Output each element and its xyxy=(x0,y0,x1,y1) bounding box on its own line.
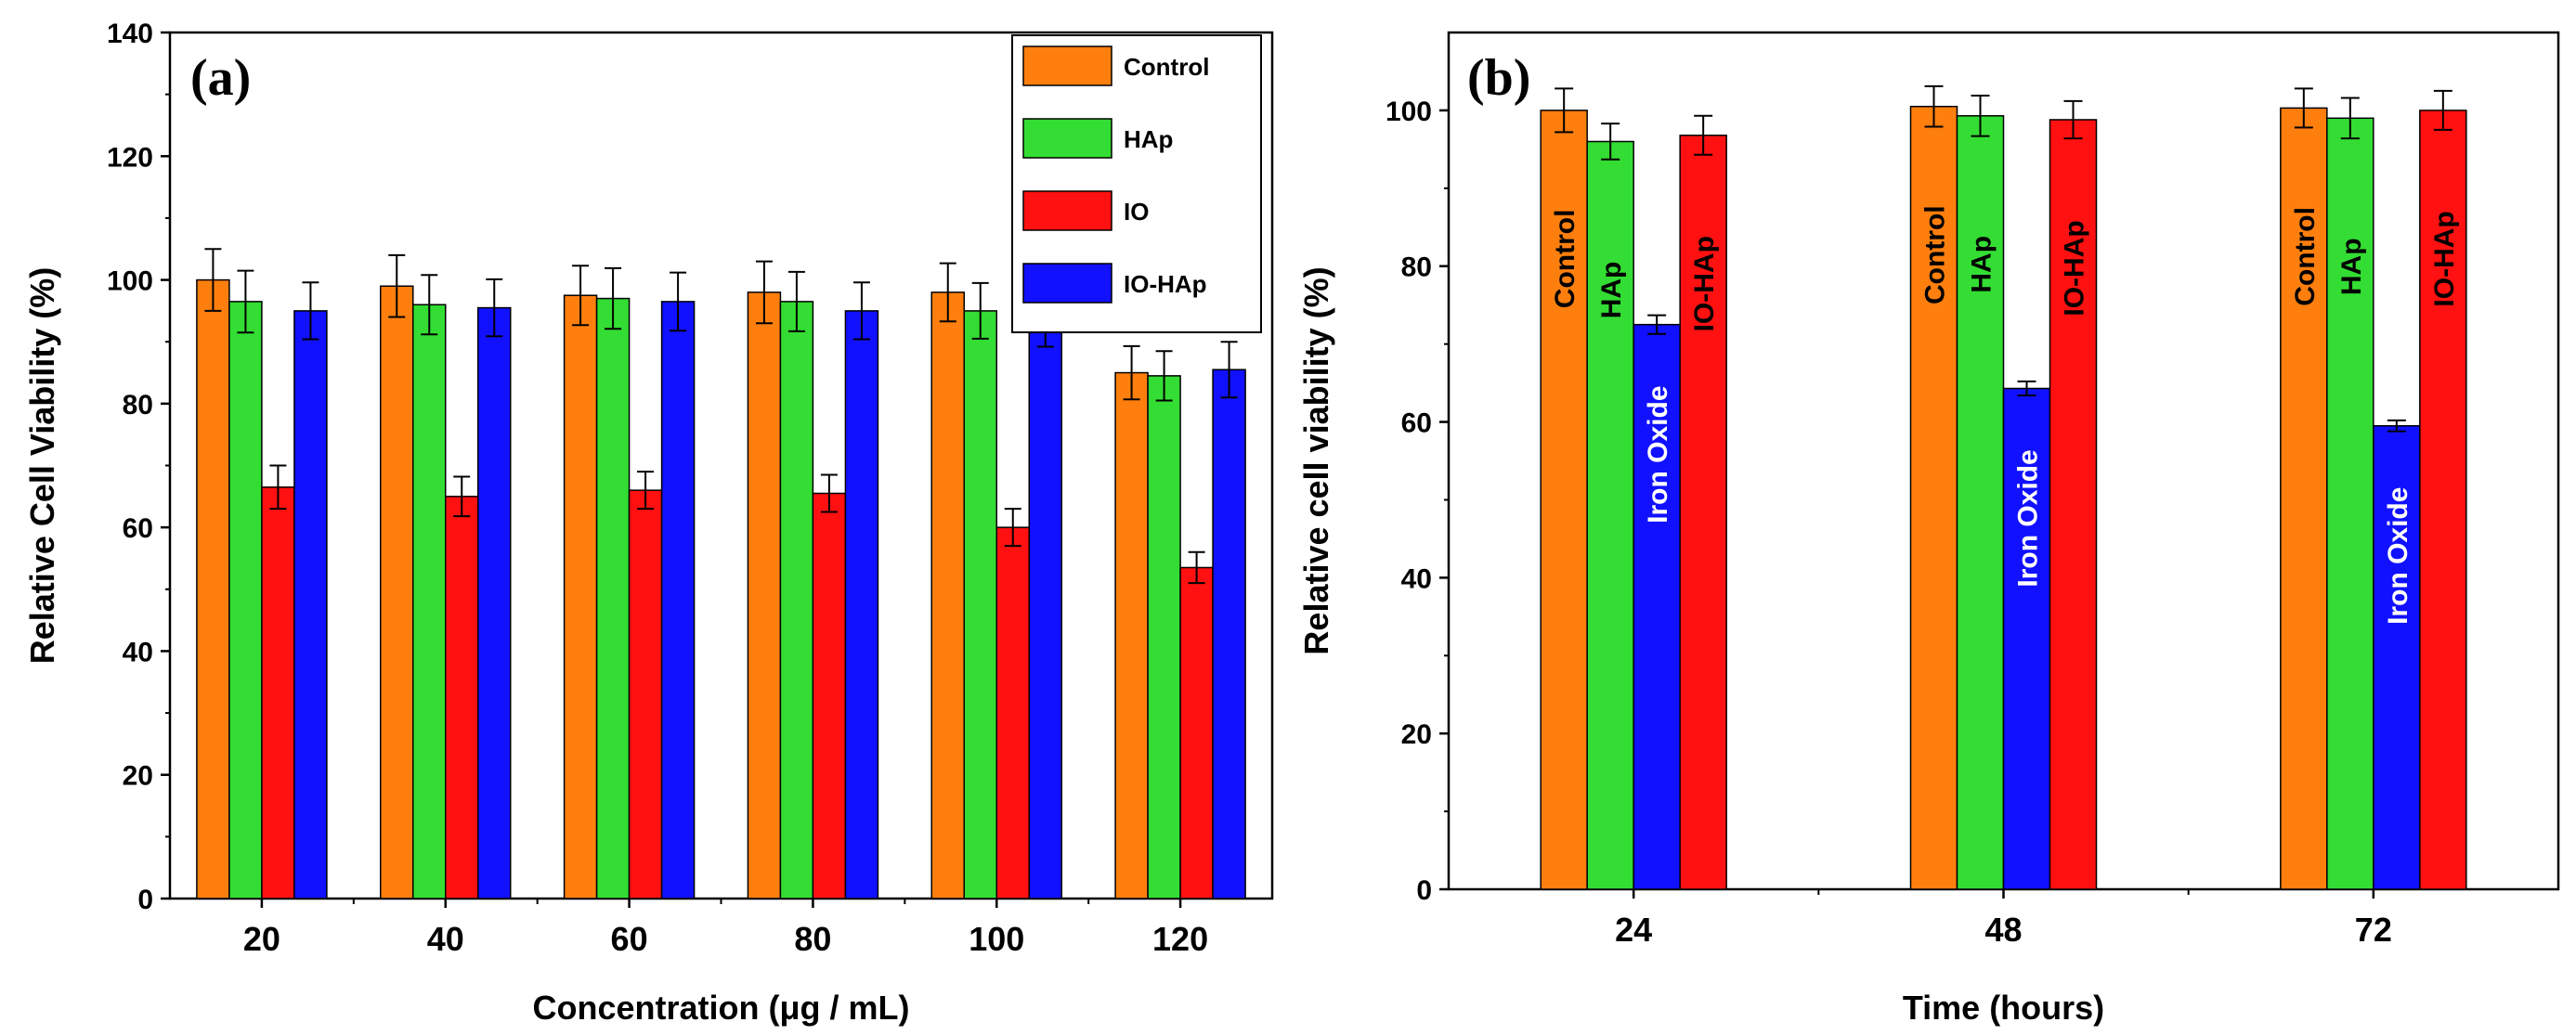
bar-b-hap xyxy=(1956,115,2005,890)
bar-b-iron-oxide xyxy=(1633,323,1681,890)
bar-label-b: Control xyxy=(2290,207,2321,306)
bar-label-b: HAp xyxy=(1596,262,1627,319)
bar-a-io xyxy=(1179,566,1214,899)
bar-a-io xyxy=(812,492,847,899)
bar-a-io-hap xyxy=(660,301,696,899)
x-axis-label-a: Concentration (μg / mL) xyxy=(532,989,909,1027)
bar-b-io-hap xyxy=(2419,110,2467,890)
x-tick-label-b: 72 xyxy=(2355,911,2392,949)
x-tick-label-a: 60 xyxy=(611,920,648,958)
y-tick-label-b: 60 xyxy=(1401,408,1432,439)
bar-label-b: HAp xyxy=(2336,238,2367,295)
bar-b-hap xyxy=(2326,117,2374,890)
y-tick-label-a: 140 xyxy=(107,19,153,49)
x-tick-label-b: 48 xyxy=(1984,911,2022,949)
legend-swatch-control xyxy=(1022,45,1112,86)
chart-panel-b: 0 20 40 60 80 100 24 Control HAp Iron Oxide IO-HAp… xyxy=(1297,31,2560,1027)
bar-a-control xyxy=(1114,371,1149,899)
bar-a-io xyxy=(261,486,295,899)
bar-a-io-hap xyxy=(293,310,328,899)
bar-a-io-hap xyxy=(1212,369,1246,899)
y-axis-label-b: Relative cell viability (%) xyxy=(1297,266,1335,654)
y-tick-label-b: 20 xyxy=(1401,719,1432,750)
y-tick-label-a: 120 xyxy=(107,142,153,173)
bar-a-io xyxy=(995,526,1030,899)
bar-a-hap xyxy=(228,301,263,899)
legend-label-io: IO xyxy=(1124,198,1149,226)
bar-a-control xyxy=(196,278,230,899)
legend-label-control: Control xyxy=(1124,53,1209,81)
bar-b-iron-oxide xyxy=(2373,424,2421,890)
bar-a-io-hap xyxy=(844,310,879,899)
legend-swatch-io xyxy=(1022,190,1112,231)
bar-a-control xyxy=(747,291,782,899)
bar-a-hap xyxy=(595,297,631,899)
bar-b-control xyxy=(1540,110,1588,890)
bar-a-io xyxy=(628,489,663,899)
bar-label-b: IO-HAp xyxy=(2060,220,2090,316)
x-tick-label-a: 100 xyxy=(969,920,1024,958)
y-tick-label-b: 100 xyxy=(1386,97,1432,127)
y-tick-label-a: 100 xyxy=(107,266,153,297)
panel-label-b: (b) xyxy=(1467,49,1530,107)
chart-panel-a: 0 20 40 60 80 100 120 140 20 40 60 80 100 120 Concentr… xyxy=(23,19,1274,1027)
bar-a-io-hap xyxy=(1028,316,1062,899)
y-tick-label-b: 0 xyxy=(1416,875,1432,906)
y-tick-label-a: 20 xyxy=(123,761,153,792)
y-tick-label-a: 80 xyxy=(123,390,153,420)
x-tick-label-a: 80 xyxy=(794,920,831,958)
bar-label-b: Iron Oxide xyxy=(2013,449,2044,587)
bar-a-hap xyxy=(412,304,447,899)
bar-a-io xyxy=(445,496,479,899)
y-tick-label-a: 0 xyxy=(137,885,153,915)
bar-a-control xyxy=(563,294,598,899)
y-axis-label-a: Relative Cell Viability (%) xyxy=(23,267,61,664)
panel-label-a: (a) xyxy=(190,49,251,107)
bar-a-hap xyxy=(963,310,997,899)
x-tick-label-a: 40 xyxy=(427,920,464,958)
bar-b-hap xyxy=(1586,140,1634,890)
x-axis-label-b: Time (hours) xyxy=(1903,989,2104,1027)
bar-b-control xyxy=(2280,107,2328,890)
bar-label-b: Iron Oxide xyxy=(1643,385,1673,523)
bar-b-io-hap xyxy=(2049,119,2098,890)
bar-label-b: Control xyxy=(1920,205,1951,304)
legend-swatch-hap xyxy=(1022,118,1112,159)
bar-a-control xyxy=(930,291,965,899)
x-tick-label-a: 20 xyxy=(243,920,280,958)
legend-swatch-io-hap xyxy=(1022,263,1112,304)
bar-a-hap xyxy=(1147,375,1181,899)
x-tick-label-b: 24 xyxy=(1615,911,1652,949)
x-tick-label-a: 120 xyxy=(1152,920,1208,958)
bar-label-b: Iron Oxide xyxy=(2383,487,2413,625)
bar-label-b: Control xyxy=(1550,210,1581,309)
bar-label-b: IO-HAp xyxy=(1689,236,1720,331)
legend-label-io-hap: IO-HAp xyxy=(1124,270,1207,298)
y-tick-label-b: 80 xyxy=(1401,252,1432,283)
y-tick-label-b: 40 xyxy=(1401,563,1432,594)
y-tick-label-a: 40 xyxy=(123,637,153,667)
y-tick-label-a: 60 xyxy=(123,513,153,544)
legend-label-hap: HAp xyxy=(1124,125,1173,153)
bar-label-b: HAp xyxy=(1967,236,1997,293)
bar-a-io-hap xyxy=(477,306,512,899)
bar-a-control xyxy=(380,285,414,899)
bar-a-hap xyxy=(779,301,814,899)
bar-label-b: IO-HAp xyxy=(2429,211,2460,306)
